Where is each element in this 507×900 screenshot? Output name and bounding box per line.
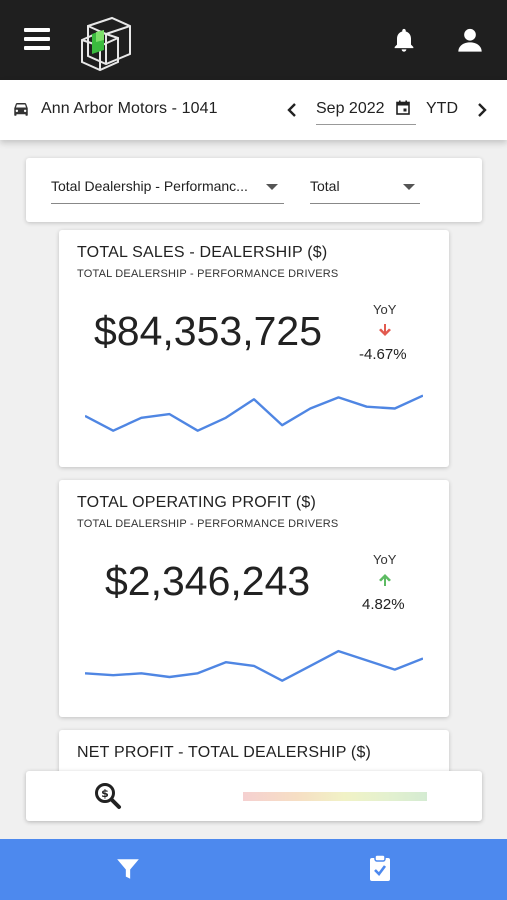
bell-icon[interactable] (390, 26, 418, 54)
kpi-card-total-sales[interactable]: TOTAL SALES - DEALERSHIP ($) TOTAL DEALE… (59, 230, 449, 467)
sales-trend-sparkline (85, 394, 423, 432)
chevron-left-icon[interactable] (285, 100, 299, 120)
kpi-subtitle: TOTAL DEALERSHIP - PERFORMANCE DRIVERS (77, 268, 339, 280)
filter-icon[interactable] (115, 856, 141, 882)
chevron-right-icon[interactable] (475, 100, 489, 120)
kpi-subtitle: TOTAL DEALERSHIP - PERFORMANCE DRIVERS (77, 518, 339, 530)
performance-legend-bar[interactable] (243, 792, 427, 801)
kpi-value: $84,353,725 (94, 308, 323, 354)
kpi-title: TOTAL SALES - DEALERSHIP ($) (77, 244, 328, 261)
sparkline-trend-line (85, 649, 423, 682)
sparkline-trend-line (85, 394, 423, 432)
dropdown-arrow-icon (266, 184, 278, 190)
date-picker[interactable]: Sep 2022 (316, 98, 416, 126)
yoy-label: YoY (373, 302, 397, 317)
search-legend-bar: $ (26, 771, 482, 821)
svg-text:$: $ (101, 787, 109, 800)
calendar-icon[interactable] (396, 100, 410, 115)
department-select[interactable]: Total Dealership - Performanc... (51, 176, 284, 204)
yoy-value: 4.82% (362, 596, 405, 613)
dealer-name[interactable]: Ann Arbor Motors - 1041 (41, 100, 218, 117)
kpi-value: $2,346,243 (105, 558, 311, 604)
user-icon[interactable] (456, 26, 484, 54)
yoy-label: YoY (373, 552, 397, 567)
department-select-value: Total Dealership - Performanc... (51, 178, 248, 194)
hamburger-menu-icon[interactable] (24, 28, 50, 50)
arrow-down-icon (379, 324, 391, 336)
dealer-date-bar: Ann Arbor Motors - 1041 Sep 2022 YTD (0, 80, 507, 140)
yoy-value: -4.67% (359, 346, 407, 363)
car-icon (14, 103, 28, 116)
cube-logo[interactable] (78, 10, 136, 72)
magnify-dollar-icon[interactable]: $ (94, 782, 122, 810)
scope-select-value: Total (310, 178, 340, 194)
app-header (0, 0, 507, 80)
clipboard-check-icon[interactable] (369, 854, 391, 882)
period-toggle[interactable]: YTD (426, 100, 458, 117)
dropdown-arrow-icon (403, 184, 415, 190)
select-underline (310, 203, 420, 204)
select-underline (51, 203, 284, 204)
arrow-up-icon (379, 574, 391, 586)
filter-card: Total Dealership - Performanc... Total (26, 158, 482, 222)
kpi-card-operating-profit[interactable]: TOTAL OPERATING PROFIT ($) TOTAL DEALERS… (59, 480, 449, 717)
profit-trend-sparkline (85, 649, 423, 682)
date-value: Sep 2022 (316, 100, 385, 117)
date-underline (316, 124, 416, 125)
scope-select[interactable]: Total (310, 176, 420, 204)
kpi-title: TOTAL OPERATING PROFIT ($) (77, 494, 317, 511)
kpi-title: NET PROFIT - TOTAL DEALERSHIP ($) (77, 744, 372, 761)
bottom-nav (0, 839, 507, 900)
